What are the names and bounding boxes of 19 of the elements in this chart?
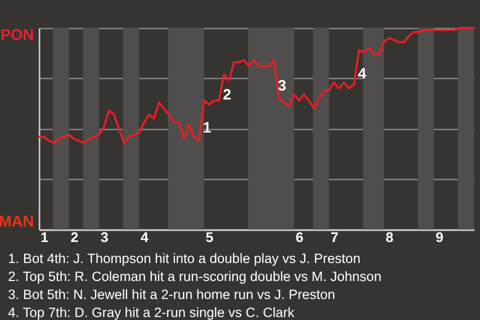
annotation: 3	[278, 78, 286, 94]
text: 1. Bot 4th: J. Thompson hit into a double play vs J. Preston	[8, 250, 362, 268]
annotation: 2	[222, 86, 232, 104]
text: MAN	[0, 214, 34, 230]
text: 2. Top 5th: R. Coleman hit a run-scoring double vs M. Johnson	[8, 268, 382, 286]
text: 3. Bot 5th: N. Jewell hit a 2-run home run vs J. Preston	[8, 286, 336, 304]
x-tick-label: 7	[330, 229, 339, 245]
x-tick-label: 9	[436, 229, 444, 245]
x-tick-label: 1	[40, 229, 49, 245]
x-tick-label: 6	[296, 229, 304, 245]
x-tick-label: 2	[70, 229, 79, 245]
x-tick-label: 4	[140, 229, 149, 245]
annotation: 1	[202, 120, 212, 136]
x-tick-label: 8	[386, 229, 394, 245]
text: PON	[0, 27, 34, 44]
x-tick-label: 3	[100, 229, 109, 245]
annotation: 4	[358, 66, 367, 82]
text: 4. Top 7th: D. Gray hit a 2-run single vs C. Clark	[8, 304, 296, 320]
x-tick-label: 5	[206, 229, 214, 245]
